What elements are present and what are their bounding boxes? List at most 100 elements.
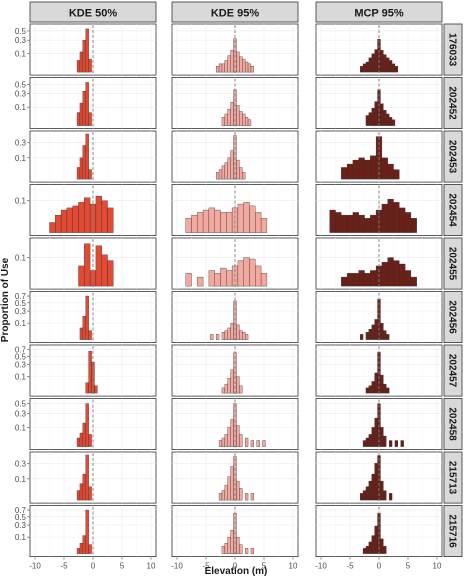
histogram-bar bbox=[249, 205, 256, 233]
histogram-bar bbox=[362, 548, 367, 554]
facet-panel bbox=[315, 184, 443, 236]
row-strip-background bbox=[443, 23, 463, 76]
histogram-bar bbox=[230, 419, 234, 447]
histogram-bar bbox=[218, 493, 223, 501]
histogram-bar bbox=[85, 82, 89, 126]
histogram-bar bbox=[88, 486, 92, 501]
histogram-bar bbox=[388, 440, 393, 447]
y-tick-label: 0.7 bbox=[15, 346, 27, 355]
histogram-bar bbox=[239, 434, 243, 447]
histogram-bar bbox=[362, 490, 367, 501]
y-tick-label: 0.3 bbox=[15, 90, 27, 99]
histogram-bar bbox=[84, 243, 91, 287]
histogram-bar bbox=[79, 102, 84, 126]
histogram-bar bbox=[394, 440, 399, 447]
histogram-bar bbox=[359, 493, 364, 501]
x-tick-label: 0 bbox=[377, 562, 382, 571]
histogram-bar bbox=[224, 434, 228, 447]
y-tick-label: 0.1 bbox=[15, 254, 27, 263]
histogram-bar bbox=[368, 329, 372, 340]
histogram-bar bbox=[95, 196, 102, 233]
histogram-bar bbox=[88, 434, 92, 447]
histogram-bar bbox=[82, 422, 86, 447]
histogram-bar bbox=[49, 222, 56, 233]
histogram-bar bbox=[387, 257, 394, 287]
histogram-bar bbox=[374, 319, 378, 340]
histogram-bar bbox=[236, 536, 240, 554]
row-strip: 202455 bbox=[443, 237, 463, 290]
histogram-bar bbox=[220, 267, 227, 287]
histogram-bar bbox=[237, 203, 244, 233]
histogram-bar bbox=[236, 324, 240, 340]
y-tick-label: 0.1 bbox=[15, 197, 27, 206]
row-strip: 202453 bbox=[443, 130, 463, 183]
y-tick-label: 0.3 bbox=[15, 307, 27, 316]
histogram-bar bbox=[249, 258, 256, 287]
row-strip: 202458 bbox=[443, 398, 463, 450]
facet-panel bbox=[315, 77, 443, 129]
histogram-bar bbox=[371, 324, 375, 340]
x-tick-label: -5 bbox=[60, 562, 68, 571]
column-strip: KDE 50% bbox=[29, 1, 157, 23]
histogram-bar bbox=[380, 538, 384, 554]
histogram-bar bbox=[393, 260, 400, 287]
column-strip: MCP 95% bbox=[315, 1, 443, 23]
histogram-bar bbox=[243, 202, 250, 233]
x-tick-label: 10 bbox=[147, 562, 156, 571]
histogram-bar bbox=[346, 214, 354, 233]
facet-panel bbox=[315, 291, 443, 343]
histogram-bar bbox=[364, 218, 371, 233]
histogram-bar bbox=[371, 427, 375, 447]
histogram-bar bbox=[365, 332, 370, 340]
histogram-bar bbox=[221, 332, 226, 340]
row-strip: 215716 bbox=[443, 505, 463, 557]
y-tick-label: 0.5 bbox=[15, 513, 27, 522]
histogram-bar bbox=[82, 316, 86, 340]
y-tick-label: 0.1 bbox=[15, 373, 27, 382]
histogram-bar bbox=[383, 330, 387, 340]
histogram-bar bbox=[218, 169, 223, 180]
y-tick-label: 0.3 bbox=[15, 521, 27, 530]
x-tick-label: 5 bbox=[406, 562, 411, 571]
histogram-bar bbox=[76, 437, 81, 447]
facet-panel bbox=[315, 505, 443, 557]
facet-panel bbox=[171, 451, 299, 504]
histogram-bar bbox=[374, 463, 378, 501]
column-strip-label: KDE 50% bbox=[69, 8, 118, 20]
histogram-bar bbox=[250, 440, 255, 447]
histogram-bar bbox=[341, 214, 348, 233]
histogram-bar bbox=[380, 50, 384, 73]
histogram-bar bbox=[239, 385, 243, 394]
facet-panel bbox=[29, 451, 157, 504]
x-axis-title: Elevation (m) bbox=[205, 566, 268, 577]
histogram-bar bbox=[364, 273, 371, 287]
histogram-bar bbox=[359, 66, 364, 73]
facet-panel bbox=[315, 23, 443, 76]
y-tick-label: 0.3 bbox=[15, 36, 27, 45]
histogram-bar bbox=[88, 112, 92, 126]
histogram-bar bbox=[224, 330, 228, 340]
histogram-bar bbox=[221, 63, 226, 73]
x-tick-label: -10 bbox=[29, 562, 41, 571]
histogram-bar bbox=[383, 546, 387, 554]
column-strip-background bbox=[29, 1, 157, 23]
y-tick-label: 0.5 bbox=[15, 352, 27, 361]
histogram-bar bbox=[387, 163, 394, 180]
histogram-bar bbox=[410, 218, 417, 233]
histogram-bar bbox=[386, 334, 390, 340]
histogram-bar bbox=[399, 207, 406, 233]
histogram-bar bbox=[386, 387, 390, 394]
histogram-bar bbox=[380, 480, 384, 501]
histogram-bar bbox=[79, 327, 84, 340]
histogram-bar bbox=[242, 332, 246, 340]
x-tick-label: 5 bbox=[120, 562, 125, 571]
histogram-bar bbox=[352, 273, 359, 287]
histogram-bar bbox=[82, 535, 86, 554]
histogram-bar bbox=[239, 330, 243, 340]
row-strip: 176033 bbox=[443, 23, 463, 76]
row-strip-background bbox=[443, 77, 463, 129]
histogram-bar bbox=[239, 488, 243, 501]
histogram-bar bbox=[230, 102, 234, 126]
